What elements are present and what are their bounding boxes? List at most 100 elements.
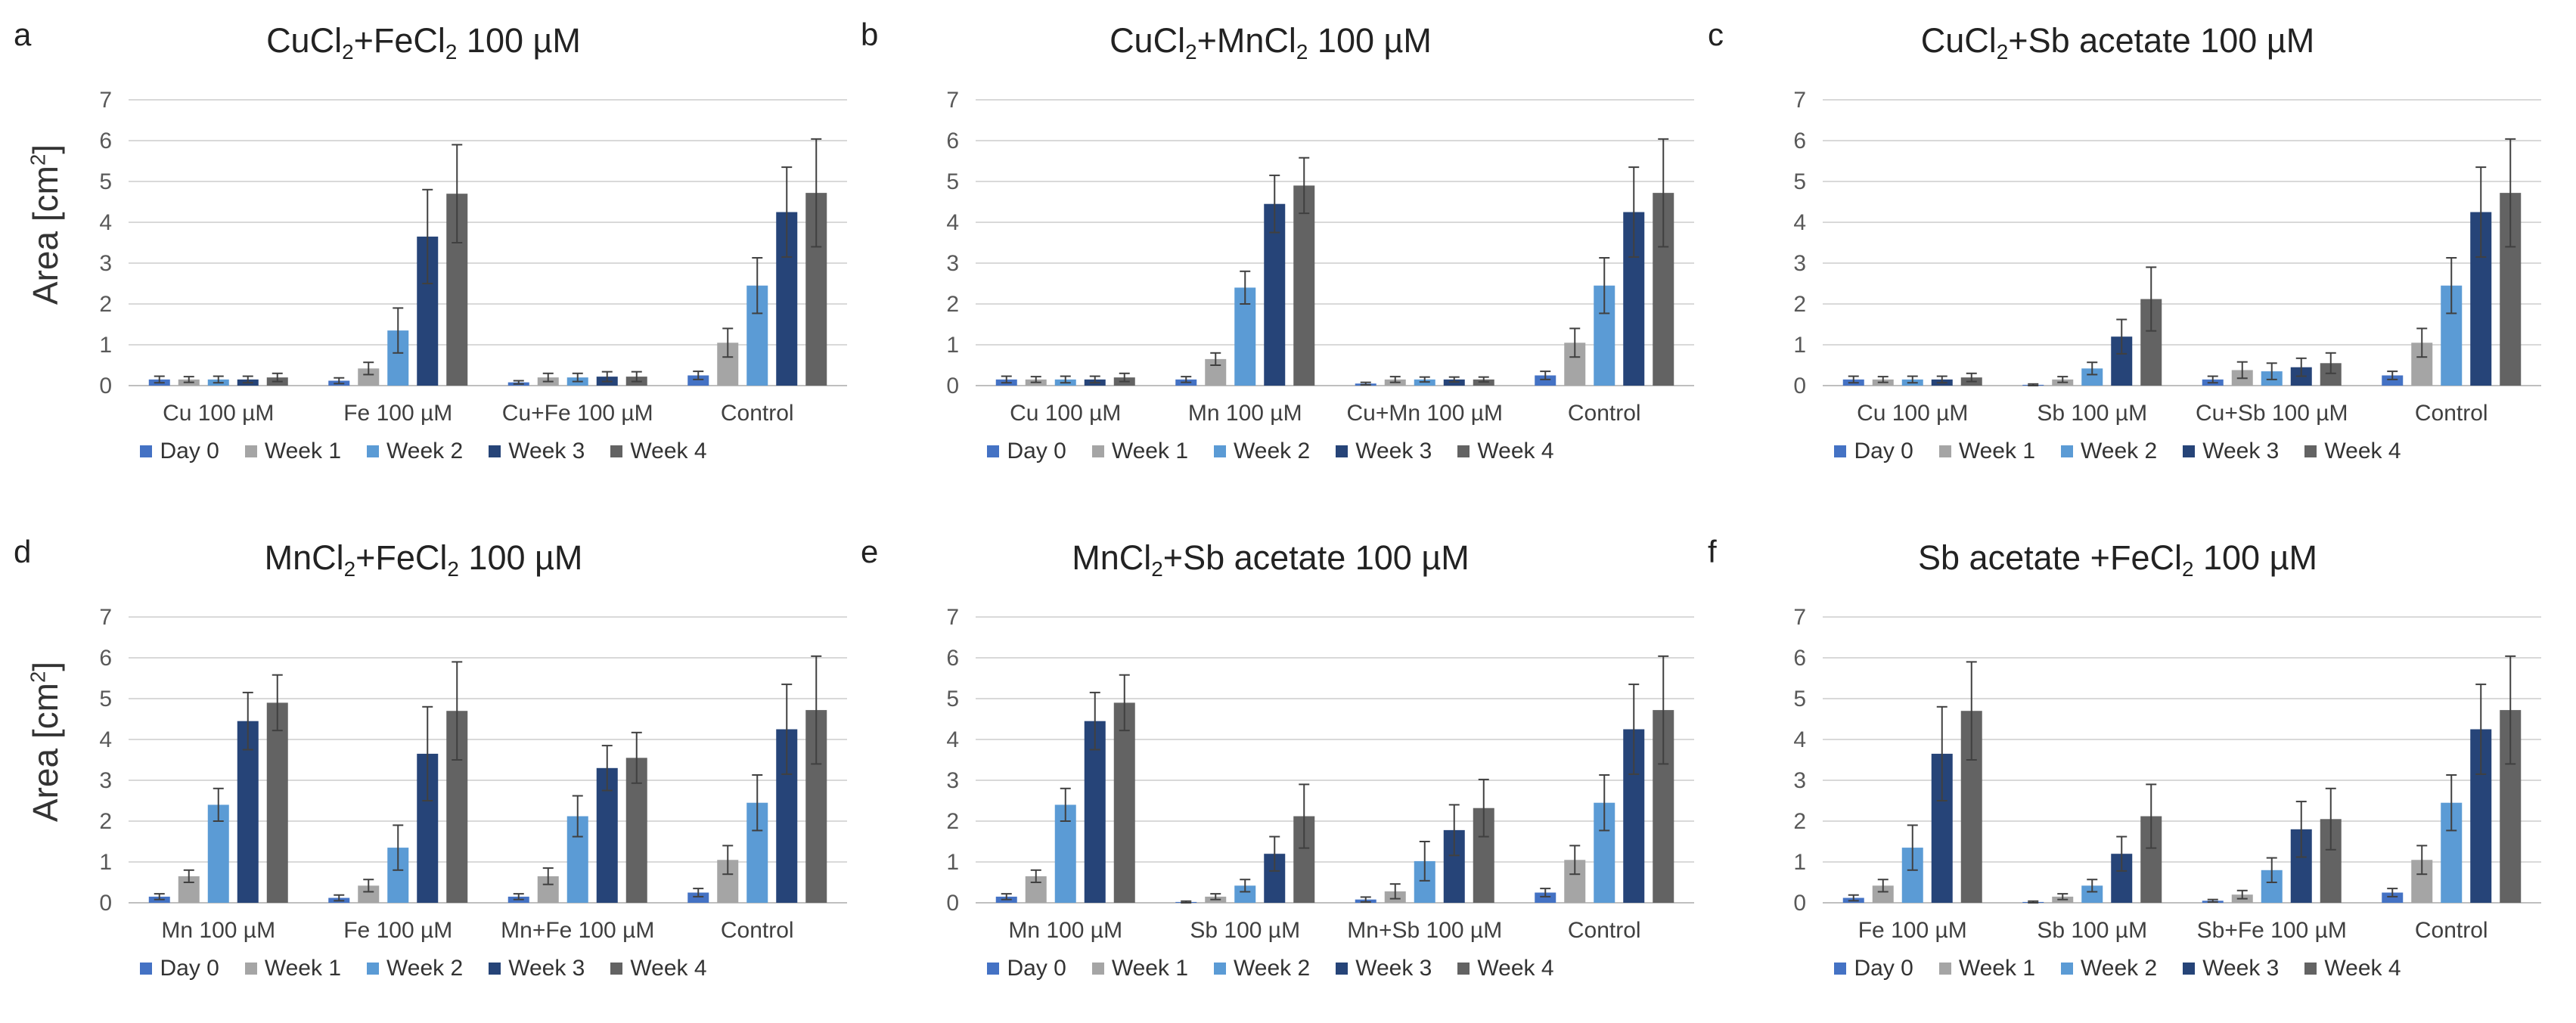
bar-week-3	[237, 721, 259, 903]
y-tick-label: 1	[99, 850, 112, 875]
chart-panel-a: a CuCl2+FeCl2 100 µM Area [cm2] 0 1 2 3 4 5 6 7 Cu …	[0, 0, 847, 476]
y-tick-label: 3	[946, 768, 959, 793]
title-subscript: 2	[1296, 39, 1308, 64]
legend: Day 0 Week 1 Week 2 Week 3 Week 4	[0, 439, 847, 464]
legend-label: Week 2	[2081, 956, 2158, 981]
y-tick-label: 3	[99, 768, 112, 793]
y-tick-label: 4	[99, 727, 112, 752]
legend: Day 0 Week 1 Week 2 Week 3 Week 4	[0, 956, 847, 981]
chart-panel-b: b CuCl2+MnCl2 100 µM 0 1 2 3 4 5 6 7 Cu 100 µM Mn 1…	[847, 0, 1694, 476]
title-subscript: 2	[2181, 556, 2194, 581]
y-tick-label: 7	[1793, 605, 1806, 630]
legend-item: Day 0	[140, 956, 219, 981]
bar-week-2	[1234, 885, 1256, 903]
legend: Day 0 Week 1 Week 2 Week 3 Week 4	[1694, 439, 2541, 464]
legend-label: Week 4	[2324, 439, 2401, 463]
bar-chart: 0 1 2 3 4 5 6 7 Cu 100 µM Fe 100 µM Cu+Fe 100 µM Co…	[99, 88, 847, 426]
legend-swatch	[2183, 963, 2196, 975]
legend-label: Week 4	[1477, 439, 1554, 463]
bar-day-0	[687, 375, 709, 386]
legend-label: Week 4	[630, 956, 707, 981]
bar-day-0	[2382, 892, 2404, 903]
legend-item: Day 0	[1834, 439, 1913, 464]
y-tick-label: 5	[1793, 169, 1806, 194]
legend-swatch	[2304, 445, 2317, 457]
title-text: +MnCl	[1196, 21, 1296, 60]
y-tick-label: 2	[99, 809, 112, 834]
legend: Day 0 Week 1 Week 2 Week 3 Week 4	[847, 956, 1694, 981]
chart-panel-d: d MnCl2+FeCl2 100 µM Area [cm2] 0 1 2 3 4 5 6 7 Mn …	[0, 517, 847, 994]
legend-swatch	[1091, 445, 1104, 457]
legend-swatch	[987, 963, 1000, 975]
legend-label: Week 1	[264, 439, 342, 463]
y-tick-label: 2	[99, 292, 112, 317]
x-category-label: Control	[1568, 918, 1641, 943]
x-category-label: Mn 100 µM	[1188, 401, 1302, 426]
legend-label: Week 2	[1234, 956, 1311, 981]
bar-week-2	[2081, 885, 2103, 903]
legend-swatch	[489, 445, 501, 457]
bar-week-1	[1872, 885, 1894, 903]
panel-letter: d	[14, 534, 32, 569]
y-tick-label: 3	[1793, 251, 1806, 276]
x-category-label: Control	[721, 918, 794, 943]
legend-swatch	[367, 445, 380, 457]
y-tick-label: 1	[946, 333, 959, 358]
x-category-label: Cu+Mn 100 µM	[1346, 401, 1503, 426]
title-text: CuCl	[1920, 21, 1997, 60]
x-category-label: Sb 100 µM	[2037, 918, 2147, 943]
legend-item: Week 1	[244, 956, 341, 981]
bar-week-3	[1264, 203, 1286, 386]
legend-item: Week 3	[2183, 439, 2279, 464]
bar-week-1	[358, 368, 380, 386]
title-subscript: 2	[447, 556, 459, 581]
x-category-label: Fe 100 µM	[343, 401, 452, 426]
legend-swatch	[1938, 445, 1951, 457]
bar-day-0	[1535, 892, 1556, 903]
title-text: CuCl	[266, 21, 343, 60]
title-text: MnCl	[264, 538, 344, 577]
y-tick-label: 6	[99, 129, 112, 153]
y-tick-label: 5	[946, 169, 959, 194]
panel-letter: b	[861, 17, 879, 52]
legend-item: Day 0	[1834, 956, 1913, 981]
x-category-label: Sb+Fe 100 µM	[2197, 918, 2347, 943]
bar-week-4	[266, 702, 288, 903]
legend-label: Day 0	[1854, 439, 1913, 463]
title-subscript: 2	[445, 39, 458, 64]
y-tick-label: 6	[946, 646, 959, 671]
x-category-label: Control	[2415, 401, 2488, 426]
y-tick-label: 0	[99, 374, 112, 398]
y-tick-label: 1	[946, 850, 959, 875]
legend-swatch	[2061, 963, 2074, 975]
x-category-label: Cu 100 µM	[163, 401, 274, 426]
x-category-label: Control	[1568, 401, 1641, 426]
y-tick-label: 2	[946, 809, 959, 834]
x-category-label: Sb 100 µM	[2037, 401, 2147, 426]
title-text: MnCl	[1072, 538, 1152, 577]
title-text: +FeCl	[355, 538, 448, 577]
legend-item: Day 0	[987, 439, 1066, 464]
legend: Day 0 Week 1 Week 2 Week 3 Week 4	[847, 439, 1694, 464]
title-text: +FeCl	[353, 21, 445, 60]
panel-letter: f	[1708, 534, 1717, 569]
legend-swatch	[1938, 963, 1951, 975]
x-category-label: Cu 100 µM	[1010, 401, 1121, 426]
bar-week-2	[2081, 368, 2103, 386]
x-category-label: Mn+Fe 100 µM	[501, 918, 654, 943]
legend-item: Week 4	[610, 439, 707, 464]
legend-label: Week 3	[1355, 956, 1432, 981]
legend-swatch	[2061, 445, 2074, 457]
legend-swatch	[244, 963, 257, 975]
legend-swatch	[1834, 445, 1847, 457]
bar-chart: 0 1 2 3 4 5 6 7 Cu 100 µM Sb 100 µM Cu+Sb 100 µM Co…	[1793, 88, 2541, 426]
legend-item: Week 3	[2183, 956, 2279, 981]
title-text: CuCl	[1110, 21, 1186, 60]
legend-label: Week 2	[386, 956, 464, 981]
y-tick-label: 5	[1793, 687, 1806, 711]
legend-item: Week 2	[2061, 439, 2157, 464]
legend-swatch	[1457, 445, 1470, 457]
y-tick-label: 3	[946, 251, 959, 276]
x-category-label: Cu+Sb 100 µM	[2196, 401, 2348, 426]
bar-day-0	[687, 892, 709, 903]
